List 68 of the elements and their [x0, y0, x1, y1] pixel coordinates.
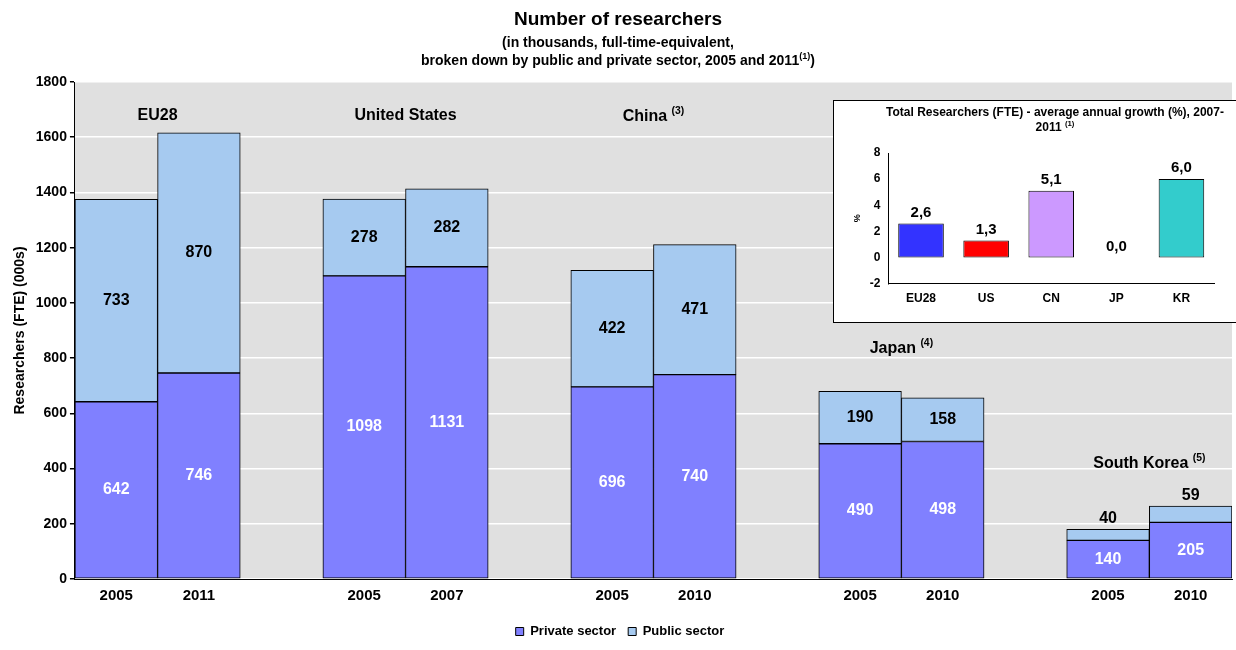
y-tick-label: 4 [873, 197, 881, 212]
x-tick-label: 2010 [1173, 586, 1208, 604]
x-tick-label: 2005 [843, 586, 877, 604]
data-label: 0,0 [1105, 236, 1127, 254]
x-tick-label: 2005 [595, 586, 629, 604]
data-label: 1,3 [975, 219, 997, 237]
y-tick-label: 1600 [35, 128, 68, 145]
y-tick-label: 6 [873, 171, 881, 186]
y-tick-label: 200 [43, 514, 68, 531]
x-tick-label: KR [1172, 291, 1191, 306]
y-tick-label: 0 [873, 249, 881, 264]
data-label: 642 [102, 480, 130, 498]
data-label: 422 [598, 318, 626, 336]
data-label: 40 [1099, 508, 1118, 526]
data-label: 2,6 [910, 202, 932, 220]
data-label: 471 [681, 300, 709, 318]
data-label: 746 [185, 466, 213, 484]
x-tick-label: 2005 [1091, 586, 1125, 604]
y-axis-title: Researchers (FTE) (000s) [11, 246, 28, 415]
data-label: 870 [185, 243, 213, 261]
y-tick-label: 2 [873, 223, 881, 238]
data-label: 140 [1094, 549, 1122, 567]
x-tick-label: 2010 [678, 586, 712, 604]
annotation: China $^{(3)}$ [622, 105, 685, 125]
data-label: 490 [846, 501, 874, 519]
data-label: 1131 [429, 412, 465, 430]
x-tick-label: JP [1109, 291, 1124, 306]
y-tick-label: 1800 [35, 72, 68, 89]
data-label: 733 [102, 290, 130, 308]
y-tick-label: 800 [43, 348, 68, 365]
x-tick-label: 2005 [99, 586, 133, 604]
data-label: 696 [598, 472, 626, 490]
data-label: 158 [929, 410, 957, 428]
data-label: 205 [1177, 540, 1205, 558]
data-label: 278 [350, 227, 378, 245]
legend-label: Private sector [530, 623, 617, 639]
y-tick-label: 600 [43, 404, 68, 421]
y-tick-label: 8 [873, 145, 881, 160]
y-tick-label: 0 [59, 569, 68, 586]
data-label: 740 [681, 466, 709, 484]
x-tick-label: 2007 [430, 586, 464, 604]
annotation: EU28 [137, 106, 178, 124]
data-label: 5,1 [1040, 170, 1062, 188]
legend-label: Public sector [642, 623, 725, 639]
y-tick-label: 400 [43, 459, 68, 476]
data-label: 498 [929, 500, 957, 518]
x-tick-label: EU28 [906, 291, 937, 306]
y-tick-label: -2 [869, 275, 881, 290]
y-tick-label: 1400 [35, 183, 68, 200]
data-label: 282 [433, 218, 461, 236]
x-tick-label: 2005 [347, 586, 381, 604]
data-label: 6,0 [1171, 158, 1192, 176]
x-tick-label: 2011 [182, 586, 216, 604]
chart-subtitle: (in thousands, full-time-equivalent, broken down by public and private sector, 2005 and 2011$^{(1)}$) [420, 33, 816, 70]
y-tick-label: 1200 [35, 238, 68, 255]
x-tick-label: 2010 [926, 586, 960, 604]
data-label: 190 [846, 407, 874, 425]
y-tick-label: 1000 [35, 293, 68, 310]
y-axis-title: % [851, 214, 862, 223]
x-tick-label: US [977, 291, 995, 306]
annotation: United States [354, 106, 457, 124]
chart-title: Total Researchers (FTE) - average annual growth (%), 2007-2011 $^{(1)}$ [885, 105, 1225, 134]
annotation: South Korea $^{(5)}$ [1093, 452, 1206, 472]
annotation: Japan $^{(4)}$ [869, 337, 934, 357]
data-label: 1098 [346, 417, 383, 435]
x-tick-label: CN [1042, 291, 1060, 306]
data-label: 59 [1181, 485, 1200, 503]
chart-title: Number of researchers [512, 8, 723, 30]
